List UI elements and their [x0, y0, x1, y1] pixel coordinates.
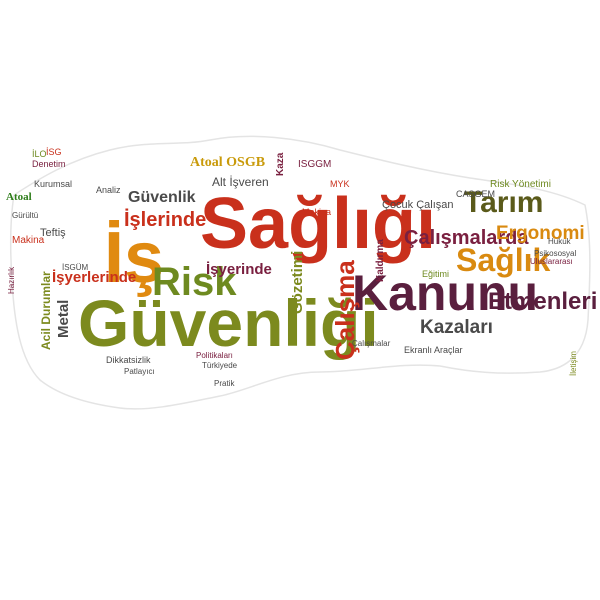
word-metal: Metal — [55, 299, 72, 338]
brand-name-full: Atoal OSGB — [190, 155, 266, 170]
word-psikososyal: Psikososyal — [534, 249, 577, 258]
word-turkiyede: Türkiyede — [202, 361, 238, 370]
word-kazalari: Kazaları — [420, 317, 493, 338]
word-calismalar: Çalışmalar — [352, 339, 391, 348]
word-risk-yonetimi: Risk Yönetimi — [490, 179, 551, 190]
word-gurultu: Gürültü — [12, 211, 39, 220]
word-egitimi: Eğitimi — [422, 269, 450, 279]
word-islerinde: İşlerinde — [124, 209, 207, 231]
word-myk: MYK — [330, 179, 350, 189]
word-is: İş — [104, 218, 165, 298]
word-dikkatsizlik: Dikkatsizlik — [106, 355, 151, 365]
word-hazirlik: Hazırlık — [7, 266, 16, 294]
word-sagligi: Sağlığı — [200, 184, 437, 264]
word-tarim: Tarım — [464, 186, 544, 219]
word-guvenlik: Güvenlik — [128, 189, 196, 206]
word-etmenleri: Etmenleri — [488, 288, 598, 315]
word-kaldirma: Kaldırma — [375, 239, 386, 282]
word-kaza: Kaza — [275, 152, 286, 176]
word-guvenligi: Güvenliği — [78, 286, 379, 360]
word-acil-durumlar: Acil Durumlar — [39, 271, 53, 350]
map-outline — [9, 135, 591, 410]
word-makina-center: Makina — [302, 207, 332, 217]
word-politikalari: Politikaları — [196, 351, 233, 360]
word-cocuk-calisan: Çocuk Çalışan — [382, 199, 454, 211]
word-saglik: Sağlık — [456, 242, 551, 278]
word-isgum: İSGÜM — [62, 263, 89, 272]
word-kanunu: Kanunu — [352, 265, 539, 321]
word-kurumsal: Kurumsal — [34, 179, 73, 189]
word-risk: Risk — [152, 260, 237, 304]
word-pratik: Pratik — [214, 379, 235, 388]
word-gozetimi: Gözetimi — [289, 250, 306, 314]
word-ilo: İLO — [32, 149, 47, 159]
word-iletisim: İletişim — [569, 351, 578, 376]
word-isg: İSG — [46, 147, 62, 157]
word-makina-left: Makina — [12, 235, 45, 246]
word-isggm: ISGGM — [298, 159, 332, 170]
word-patlayici: Patlayıcı — [124, 367, 155, 376]
word-ergonomi: Ergonomi — [496, 223, 585, 244]
word-alt-isveren: Alt İşveren — [212, 175, 269, 189]
word-isyerlerinde: İşyerlerinde — [52, 269, 137, 286]
word-analiz: Analiz — [96, 185, 121, 195]
word-casgem: CASGEM — [456, 189, 496, 199]
word-hukuk: Hukuk — [548, 237, 571, 246]
word-isyerinde: İşyerinde — [206, 261, 272, 278]
word-ekranli-araclar: Ekranlı Araçlar — [404, 345, 463, 355]
brand-name-short: Atoal — [6, 191, 32, 203]
word-calismalarda: Çalışmalarda — [404, 227, 529, 249]
word-teftis: Teftiş — [40, 227, 66, 239]
word-uluslararasi: Uluslararası — [530, 257, 573, 266]
word-denetim: Denetim — [32, 159, 66, 169]
